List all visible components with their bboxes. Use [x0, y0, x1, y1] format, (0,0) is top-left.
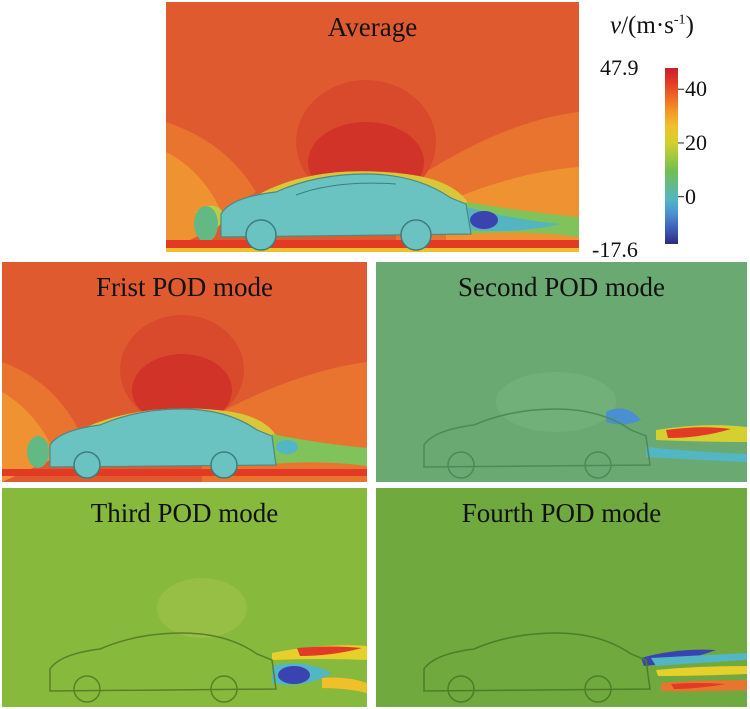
- first-mode-contour: [2, 262, 367, 482]
- fourth-mode-contour: [376, 488, 747, 707]
- colorbar-ticks: [678, 88, 684, 198]
- third-mode-contour: [2, 488, 367, 707]
- fourth-mode-panel: Fourth POD mode: [376, 488, 747, 707]
- average-title: Average: [327, 12, 418, 42]
- colorbar-min-label: -17.6: [592, 237, 638, 262]
- second-mode-panel: Second POD mode: [376, 262, 747, 482]
- colorbar-max-label: 47.9: [600, 55, 639, 80]
- colorbar-tick-label: 40: [685, 76, 707, 102]
- first-mode-panel: Frist POD mode: [2, 262, 367, 482]
- third-mode-title: Third POD mode: [90, 498, 279, 528]
- colorbar-gradient: [665, 68, 678, 244]
- second-mode-contour: [376, 262, 747, 482]
- colorbar-tick-label: 20: [685, 129, 707, 155]
- third-mode-panel: Third POD mode: [2, 488, 367, 707]
- average-panel: Average: [166, 2, 579, 252]
- colorbar-tick-label: 0: [685, 183, 696, 209]
- fourth-mode-title: Fourth POD mode: [461, 498, 662, 528]
- colorbar-title: v/(m·s-1): [610, 12, 694, 40]
- colorbar-var: v: [610, 12, 622, 39]
- average-contour: [166, 2, 579, 252]
- colorbar-unit: /(m·s: [621, 12, 674, 39]
- colorbar-exp: -1: [673, 12, 686, 28]
- second-mode-title: Second POD mode: [458, 272, 665, 302]
- colorbar-close: ): [685, 12, 694, 39]
- first-mode-title: Frist POD mode: [95, 272, 274, 302]
